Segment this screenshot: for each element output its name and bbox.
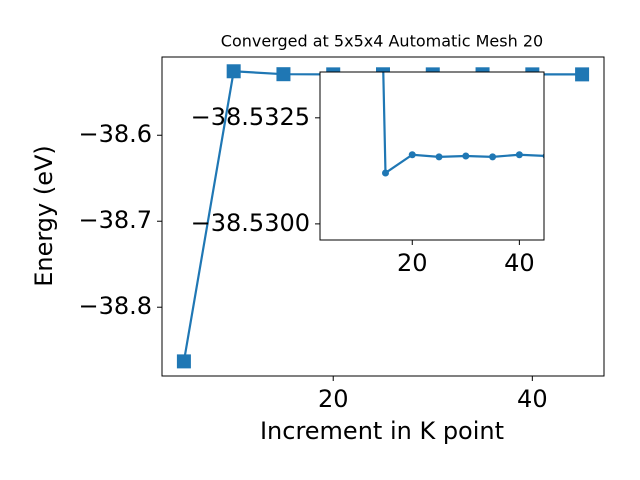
marker <box>435 153 443 161</box>
marker <box>489 153 497 161</box>
axes-frame <box>319 71 545 241</box>
plot-content <box>381 72 544 177</box>
marker <box>575 67 590 82</box>
marker <box>462 152 470 160</box>
axes-frame <box>161 56 605 377</box>
y-tick-label: −38.8 <box>78 292 152 320</box>
series-line <box>382 72 544 176</box>
y-tick-label: −38.7 <box>78 206 152 234</box>
marker <box>381 169 389 177</box>
marker <box>226 64 241 79</box>
y-tick-label: −38.6 <box>78 120 152 148</box>
x-tick-label: 40 <box>504 249 535 277</box>
x-tick-label: 20 <box>397 249 428 277</box>
marker <box>276 67 291 82</box>
x-tick-label: 40 <box>517 385 548 413</box>
x-tick-label: 20 <box>318 385 349 413</box>
marker <box>515 151 523 159</box>
marker <box>176 354 191 369</box>
y-tick-label: −38.5300 <box>191 209 310 237</box>
y-tick-label: −38.5325 <box>191 103 310 131</box>
marker <box>408 151 416 159</box>
y-axis-label: Energy (eV) <box>30 145 58 287</box>
chart-title: Converged at 5x5x4 Automatic Mesh 20 <box>221 32 543 51</box>
x-axis-label: Increment in K point <box>260 417 504 445</box>
